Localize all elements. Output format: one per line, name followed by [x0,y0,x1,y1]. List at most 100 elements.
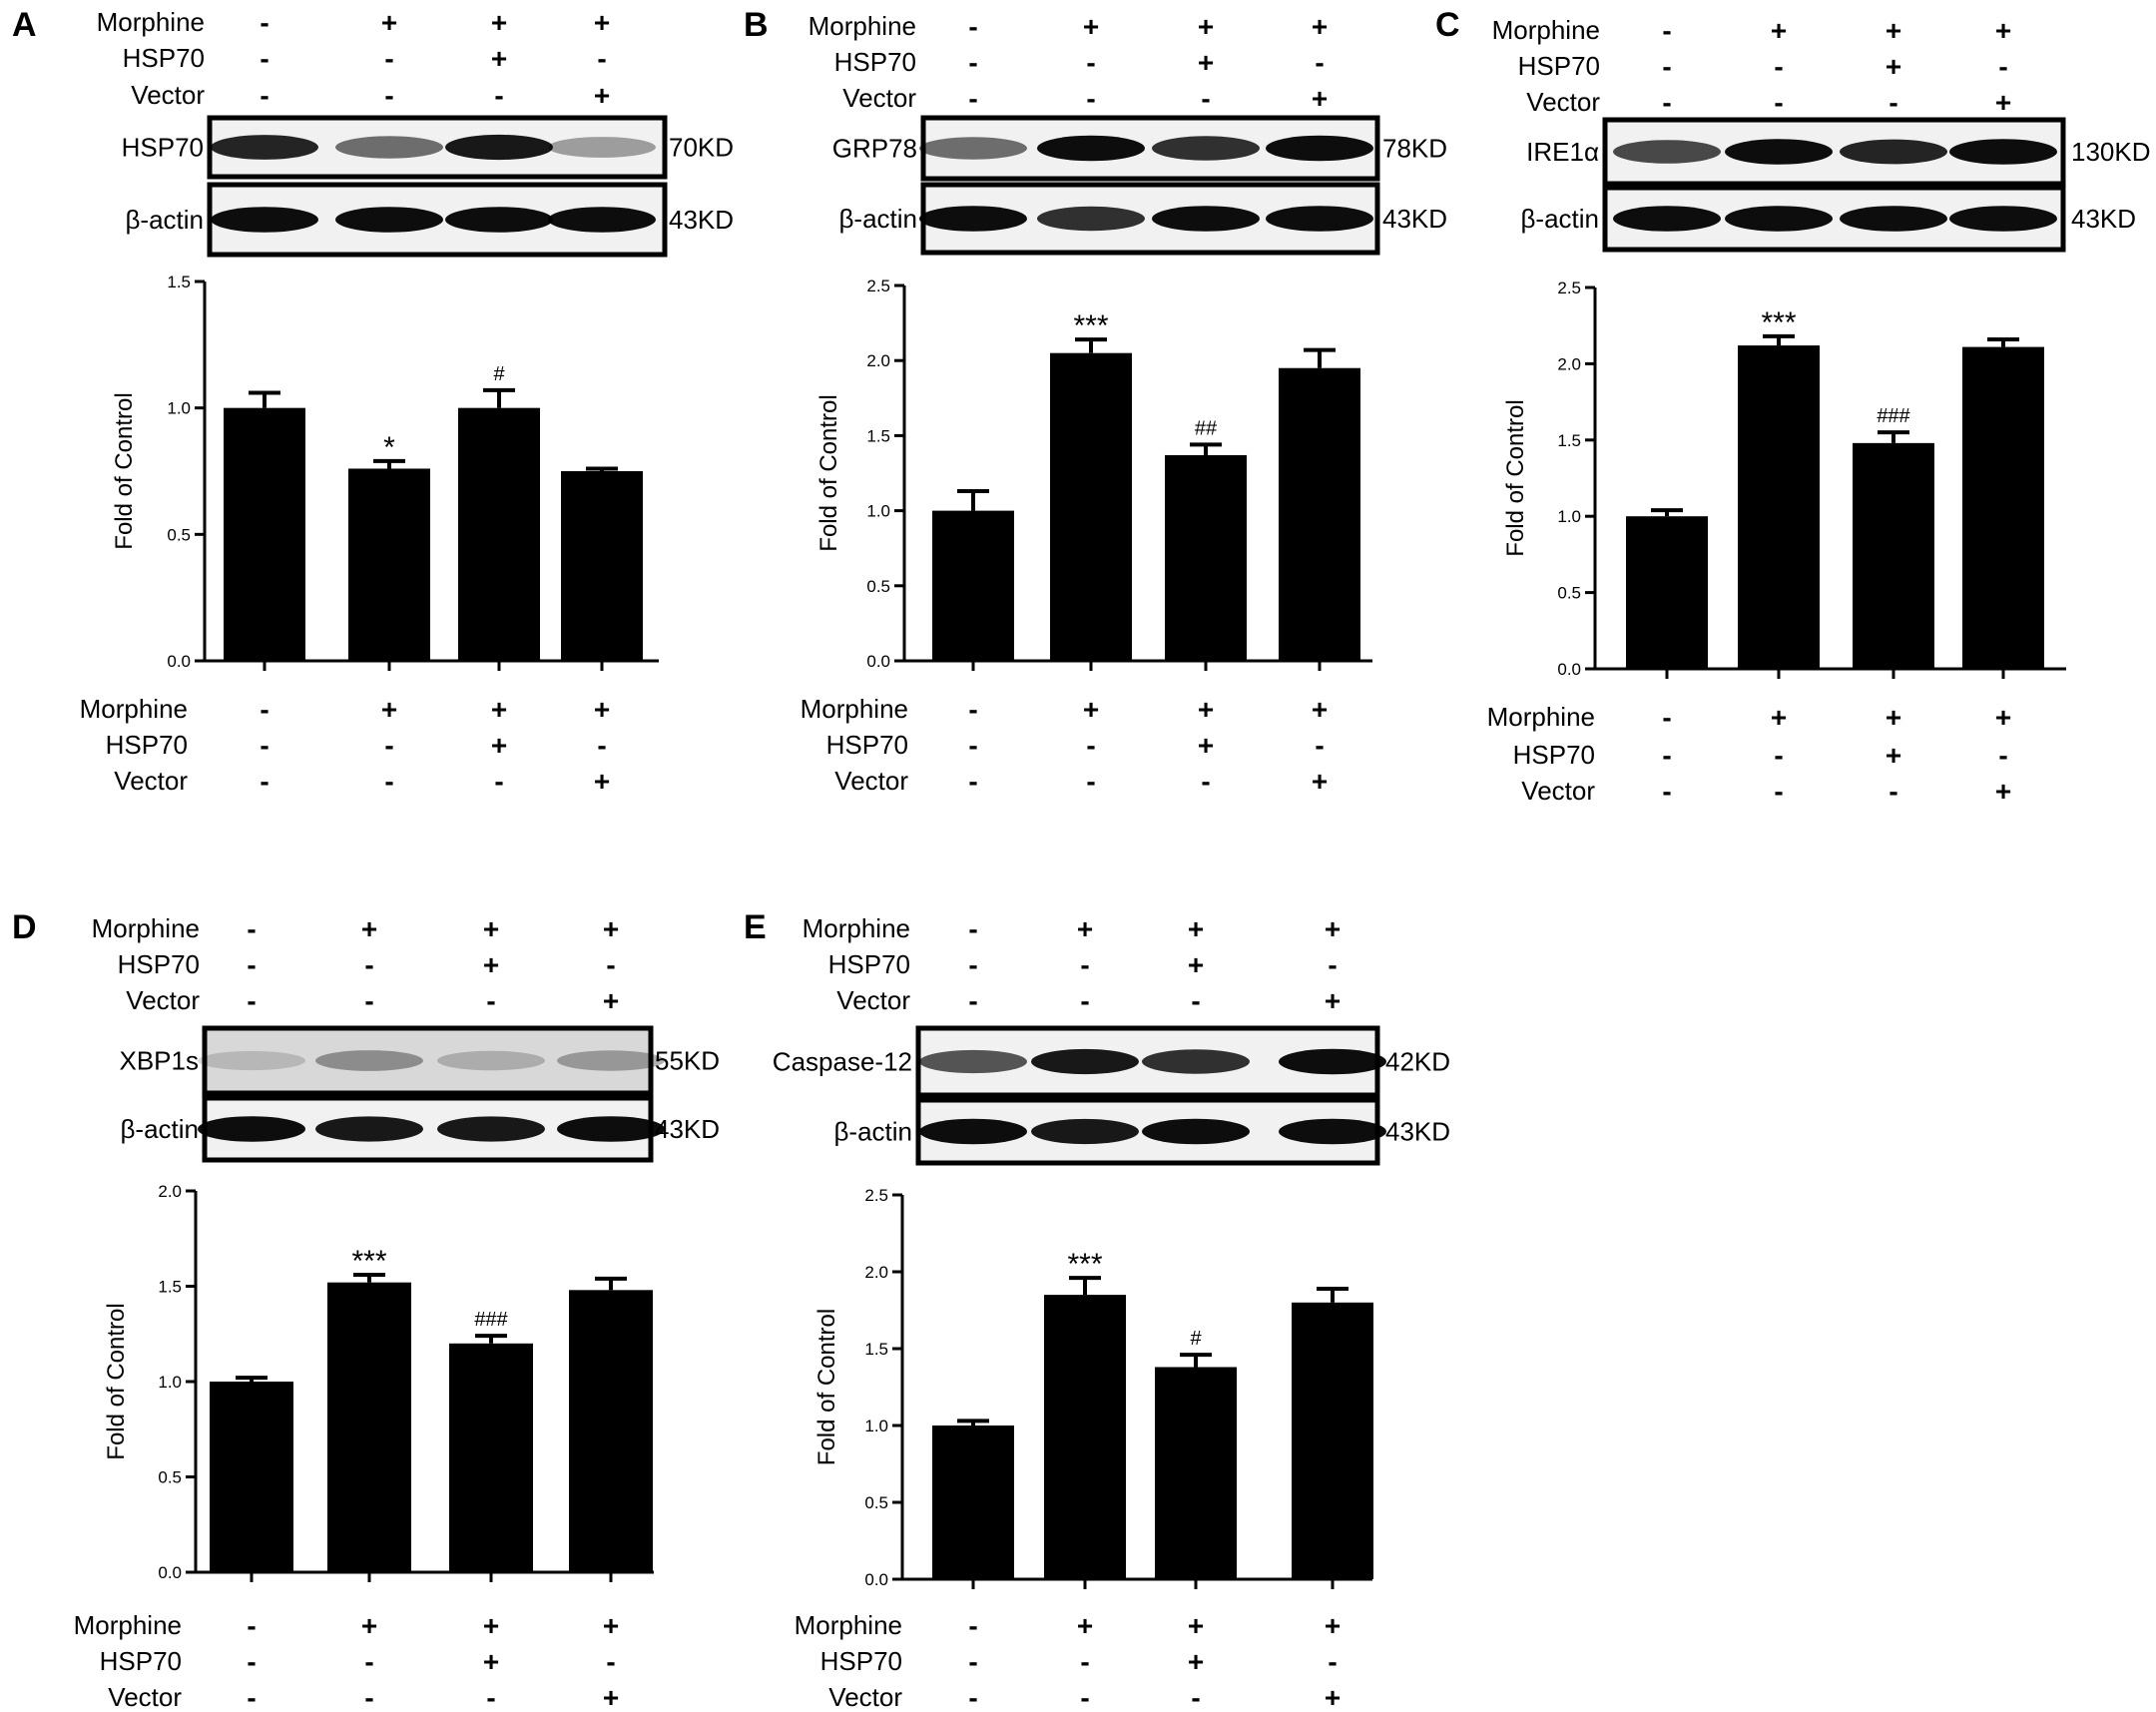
treatment-sign: + [603,1682,619,1707]
bar-chart: 0.0 0.5 1.0 1.5 Fold of Control * # [111,273,659,671]
blot-band [445,207,553,233]
blot-size-label: 42KD [1385,1047,1450,1077]
treatment-sign: + [491,7,507,38]
treatment-label-vector: Vector [1521,776,1595,806]
y-tick-label: 1.5 [158,1278,182,1297]
y-axis-label: Fold of Control [813,1309,840,1465]
treatment-sign: - [384,730,393,761]
treatment-sign: - [1774,740,1783,771]
y-tick-label: 0.0 [866,652,890,671]
y-tick-label: 0.5 [866,577,890,596]
blot-band [198,1116,305,1142]
y-axis-label: Fold of Control [815,394,842,551]
blot-size-label: 43KD [2071,204,2136,234]
treatment-sign: + [1188,1610,1204,1641]
blot-band [437,1116,545,1142]
treatment-sign: + [1771,702,1787,733]
treatment-sign: - [260,43,269,74]
treatment-label-vector: Vector [131,80,205,110]
bar [932,510,1014,661]
treatment-sign: + [1198,47,1214,78]
blot-band [1142,1049,1250,1074]
treatment-sign: - [597,730,606,761]
treatment-sign: - [968,766,977,797]
treatment-sign: - [1998,740,2007,771]
treatment-sign: - [1315,730,1324,761]
y-tick-label: 2.0 [864,1263,888,1282]
blot-size-label: 43KD [1385,1117,1450,1147]
treatment-sign: + [1077,913,1093,944]
treatment-sign: - [1080,1646,1089,1677]
treatment-sign: - [968,949,977,980]
treatment-label-morphine: Morphine [803,913,910,943]
bar [1044,1295,1126,1579]
blot-size-label: 43KD [1382,204,1447,234]
treatment-sign: + [594,766,610,797]
y-tick-label: 1.0 [866,502,890,521]
treatment-label-morphine: Morphine [97,7,205,37]
blot-band [1031,1048,1139,1075]
significance-marker: ## [1195,417,1218,439]
treatment-sign: + [491,730,507,761]
y-tick-label: 1.0 [1557,507,1581,526]
bar [932,1426,1014,1579]
treatment-label-hsp70: HSP70 [123,43,205,73]
bar-chart: 0.0 0.5 1.0 1.5 2.0 2.5 Fold of Control *** ## [815,277,1372,671]
blot-band [919,1049,1027,1074]
treatment-sign: - [1086,766,1095,797]
treatment-sign: - [1888,87,1897,118]
treatment-sign: + [1198,730,1214,761]
blot-band [1949,139,2057,165]
treatment-sign: - [1328,949,1337,980]
blot-band [548,137,656,158]
blot-band [1279,1048,1386,1075]
treatment-label-vector: Vector [126,985,200,1015]
treatment-label-hsp70: HSP70 [820,1646,902,1676]
blot-band [548,207,656,233]
treatment-sign: - [260,694,269,725]
treatment-sign: - [494,766,503,797]
treatment-sign: + [1312,83,1328,114]
y-tick-label: 2.5 [864,1186,888,1205]
y-axis-label: Fold of Control [103,1303,130,1459]
significance-marker: *** [1761,306,1796,339]
bar [1279,367,1360,661]
bar-chart: 0.0 0.5 1.0 1.5 2.0 2.5 Fold of Control *** # [813,1186,1373,1589]
panel-a: A Morphine - + + + HSP70 - - + - Vector - - - + HSP70 70K… [12,6,734,797]
treatment-sign: + [1886,51,1901,82]
treatment-sign: - [1662,702,1671,733]
significance-marker: ### [1877,405,1910,427]
treatment-sign: - [1086,47,1095,78]
blot-band [557,1050,665,1071]
treatment-sign: - [968,47,977,78]
treatment-sign: - [1774,776,1783,807]
y-tick-label: 2.0 [158,1182,182,1201]
blot-band [1949,206,2057,232]
y-tick-label: 2.0 [866,351,890,370]
treatment-label-morphine: Morphine [1487,702,1595,732]
treatment-sign: - [364,949,373,980]
treatment-sign: + [1188,913,1204,944]
treatment-sign: - [364,985,373,1016]
bar [348,468,430,661]
treatment-sign: - [1201,83,1210,114]
treatment-sign: - [494,80,503,111]
treatment-sign: + [1325,1610,1341,1641]
treatment-label-hsp70: HSP70 [828,949,910,979]
treatment-label-hsp70: HSP70 [106,730,188,760]
panel-letter: C [1435,6,1460,44]
blot-protein-label: β-actin [1520,204,1599,234]
treatment-sign: + [483,1610,499,1641]
treatment-label-vector: Vector [828,1682,902,1707]
y-tick-label: 0.5 [864,1493,888,1512]
treatment-sign: + [1325,985,1341,1016]
treatment-sign: + [1188,1646,1204,1677]
blot-size-label: 43KD [655,1114,720,1144]
treatment-label-hsp70: HSP70 [100,1646,182,1676]
y-axis-label: Fold of Control [1502,399,1529,556]
significance-marker: # [493,363,505,385]
treatment-sign: + [1312,11,1328,42]
treatment-label-morphine: Morphine [795,1610,902,1640]
treatment-sign: + [483,1646,499,1677]
bar [1738,345,1820,669]
